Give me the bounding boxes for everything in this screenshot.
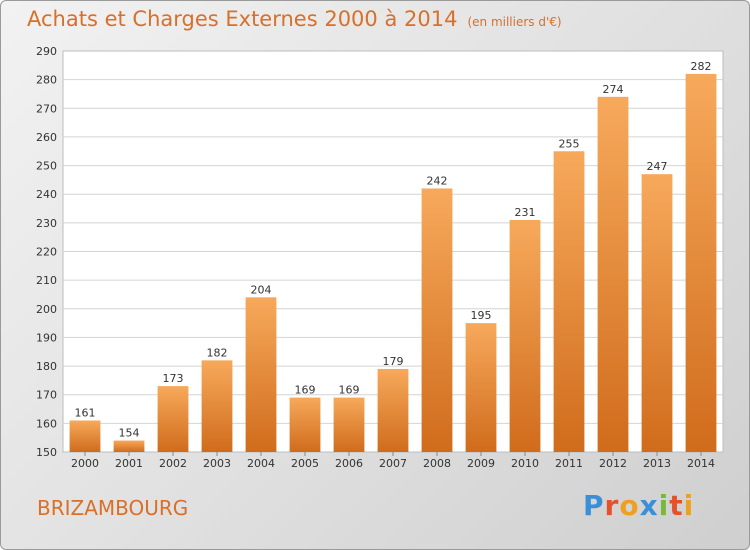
y-tick-label: 150 <box>36 446 57 459</box>
bar <box>421 188 453 452</box>
proxiti-logo: Proxiti <box>583 489 695 522</box>
x-tick-label: 2000 <box>71 457 99 470</box>
x-tick-label: 2013 <box>643 457 671 470</box>
bar <box>157 386 189 452</box>
bar <box>641 174 673 452</box>
bar-value-label: 255 <box>559 137 580 150</box>
x-tick-label: 2009 <box>467 457 495 470</box>
bar <box>333 397 365 452</box>
bar-value-label: 161 <box>75 406 96 419</box>
x-tick-label: 2012 <box>599 457 627 470</box>
x-tick-label: 2005 <box>291 457 319 470</box>
bar <box>201 360 233 452</box>
x-tick-label: 2011 <box>555 457 583 470</box>
y-tick-label: 250 <box>36 160 57 173</box>
bars: 161 154 173 182 204 169 169 179 242 195 231 255 274 2… <box>69 60 717 453</box>
y-tick-label: 280 <box>36 74 57 87</box>
bar-value-label: 154 <box>119 427 140 440</box>
y-tick-label: 240 <box>36 188 57 201</box>
bar-value-label: 179 <box>383 355 404 368</box>
bar <box>113 440 145 452</box>
bar-value-label: 204 <box>251 283 272 296</box>
x-tick-label: 2014 <box>687 457 715 470</box>
bar <box>289 397 321 452</box>
x-tick-label: 2006 <box>335 457 363 470</box>
bar-value-label: 231 <box>515 206 536 219</box>
y-tick-label: 290 <box>36 45 57 58</box>
chart-subtitle: (en milliers d'€) <box>467 15 562 29</box>
x-tick-label: 2010 <box>511 457 539 470</box>
bar-value-label: 169 <box>339 384 360 397</box>
y-tick-label: 160 <box>36 417 57 430</box>
x-tick-label: 2004 <box>247 457 275 470</box>
x-tick-label: 2007 <box>379 457 407 470</box>
bar-value-label: 242 <box>427 174 448 187</box>
bar <box>553 151 585 452</box>
bar <box>685 73 717 453</box>
bar-value-label: 182 <box>207 346 228 359</box>
bar-value-label: 195 <box>471 309 492 322</box>
bar-value-label: 274 <box>603 83 624 96</box>
y-tick-label: 200 <box>36 303 57 316</box>
bar-value-label: 247 <box>647 160 668 173</box>
x-tick-label: 2002 <box>159 457 187 470</box>
bar-value-label: 282 <box>691 60 712 73</box>
bar <box>597 96 629 452</box>
y-tick-label: 190 <box>36 331 57 344</box>
y-tick-label: 270 <box>36 102 57 115</box>
bar <box>509 219 541 452</box>
y-tick-label: 210 <box>36 274 57 287</box>
y-tick-label: 230 <box>36 217 57 230</box>
x-tick-label: 2008 <box>423 457 451 470</box>
y-tick-label: 180 <box>36 360 57 373</box>
x-axis-ticks: 2000 2001 2002 2003 2004 2005 2006 2007 2008 2009… <box>71 452 715 470</box>
town-name: BRIZAMBOURG <box>37 496 189 520</box>
bar <box>465 323 497 452</box>
x-tick-label: 2001 <box>115 457 143 470</box>
y-axis-ticks: 150 160 170 180 190 200 210 220 230 240 250 260 270 2… <box>36 45 57 459</box>
y-tick-label: 170 <box>36 389 57 402</box>
chart-title-text: Achats et Charges Externes 2000 à 2014 <box>27 7 458 31</box>
x-tick-label: 2003 <box>203 457 231 470</box>
y-tick-label: 220 <box>36 246 57 259</box>
bar <box>377 368 409 452</box>
y-tick-label: 260 <box>36 131 57 144</box>
bar <box>69 420 101 452</box>
chart-title: Achats et Charges Externes 2000 à 2014 (e… <box>27 7 562 31</box>
bar <box>245 297 277 452</box>
bar-value-label: 173 <box>163 372 184 385</box>
bar-value-label: 169 <box>295 384 316 397</box>
